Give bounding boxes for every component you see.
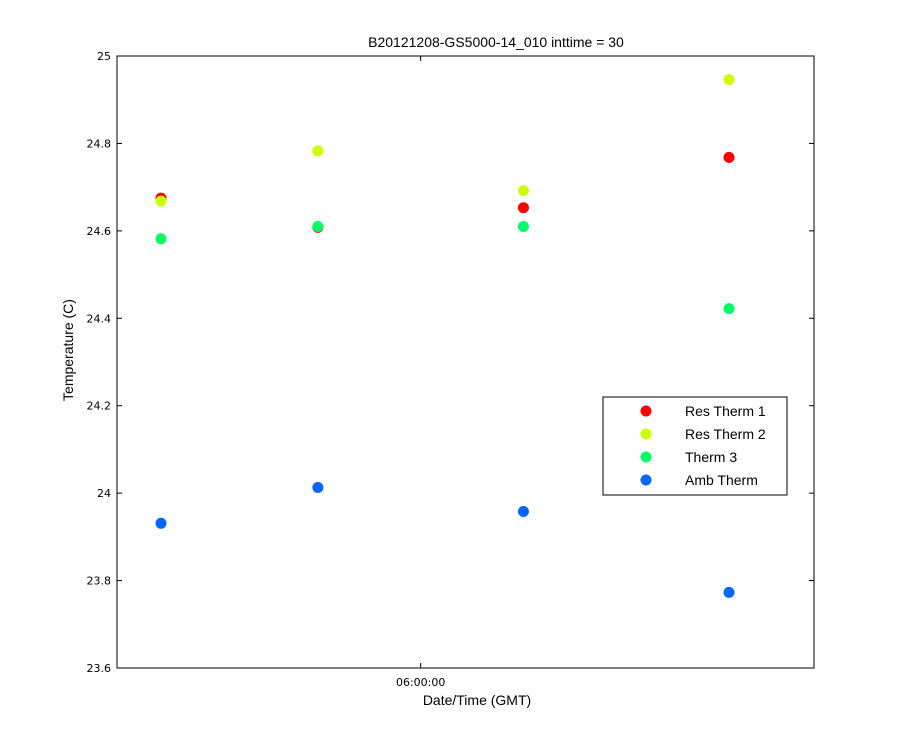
legend-label-res-therm-1: Res Therm 1	[685, 403, 766, 419]
point-res-therm-1	[517, 202, 529, 214]
legend-label-amb-therm: Amb Therm	[685, 472, 758, 488]
legend-box	[602, 396, 788, 496]
x-axis: 06:00:00	[396, 56, 445, 689]
x-tick-label: 06:00:00	[396, 676, 445, 689]
point-res-therm-2	[155, 195, 167, 207]
point-res-therm-2	[312, 145, 324, 157]
y-tick-label: 23.8	[87, 575, 112, 588]
x-axis-label: Date/Time (GMT)	[423, 692, 531, 708]
y-tick-label: 24.6	[87, 225, 112, 238]
legend-marker-amb-therm	[640, 474, 652, 486]
legend-label-res-therm-2: Res Therm 2	[685, 426, 766, 442]
point-amb-therm	[155, 517, 167, 529]
point-amb-therm	[517, 506, 529, 518]
legend: Res Therm 1 Res Therm 2 Therm 3 Amb Therm	[602, 396, 788, 496]
point-res-therm-2	[723, 74, 735, 86]
y-tick-label: 24	[97, 487, 111, 500]
point-res-therm-2	[517, 185, 529, 197]
legend-marker-res-therm-1	[640, 405, 652, 417]
chart-title: B20121208-GS5000-14_010 inttime = 30	[368, 34, 624, 50]
point-therm-3	[312, 220, 324, 232]
point-res-therm-1	[723, 151, 735, 163]
point-amb-therm	[312, 481, 324, 493]
legend-label-therm-3: Therm 3	[685, 449, 737, 465]
y-tick-label: 23.6	[87, 662, 112, 675]
data-points	[155, 74, 735, 598]
legend-marker-res-therm-2	[640, 428, 652, 440]
point-amb-therm	[723, 586, 735, 598]
y-axis: 23.6 23.8 24 24.2 24.4 24.6 24.8 25	[87, 50, 814, 675]
plot-area	[116, 55, 815, 669]
point-therm-3	[723, 303, 735, 315]
y-tick-label: 25	[97, 50, 111, 63]
y-axis-label: Temperature (C)	[60, 299, 76, 401]
y-tick-label: 24.2	[87, 400, 112, 413]
legend-marker-therm-3	[640, 451, 652, 463]
y-tick-label: 24.8	[87, 137, 112, 150]
y-tick-label: 24.4	[87, 312, 112, 325]
point-therm-3	[155, 233, 167, 245]
point-therm-3	[517, 220, 529, 232]
